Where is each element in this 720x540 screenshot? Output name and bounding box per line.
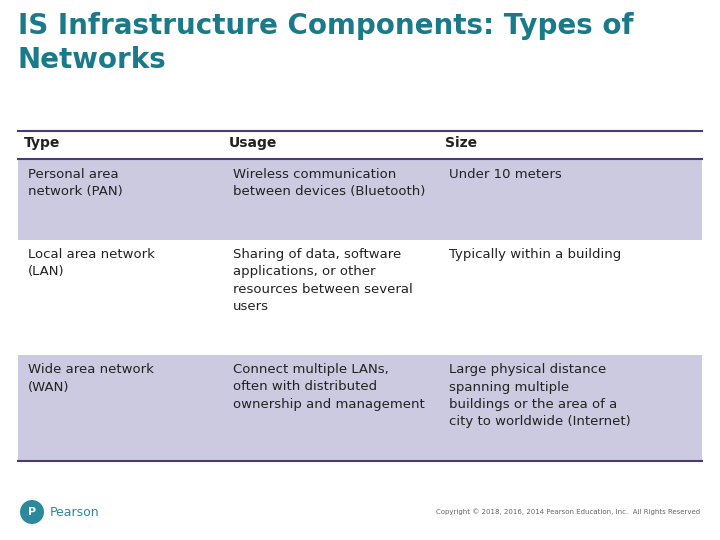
Bar [18,160,702,240]
Text: Large physical distance
spanning multiple
buildings or the area of a
city to wor: Large physical distance spanning multipl… [449,363,631,429]
Text: Type: Type [24,136,60,150]
Circle shape [20,500,44,524]
Text: Sharing of data, software
applications, or other
resources between several
users: Sharing of data, software applications, … [233,248,413,314]
Text: Under 10 meters: Under 10 meters [449,168,562,181]
Text: Connect multiple LANs,
often with distributed
ownership and management: Connect multiple LANs, often with distri… [233,363,425,411]
Text: Wide area network
(WAN): Wide area network (WAN) [27,363,153,394]
Text: Pearson: Pearson [50,505,99,518]
Bar [18,355,702,460]
Text: Local area network
(LAN): Local area network (LAN) [27,248,155,279]
Text: Size: Size [445,136,477,150]
Text: Wireless communication
between devices (Bluetooth): Wireless communication between devices (… [233,168,426,199]
Text: Copyright © 2018, 2016, 2014 Pearson Education, Inc.  All Rights Reserved: Copyright © 2018, 2016, 2014 Pearson Edu… [436,509,700,515]
Text: Personal area
network (PAN): Personal area network (PAN) [27,168,122,199]
Text: IS Infrastructure Components: Types of
Networks: IS Infrastructure Components: Types of N… [18,12,634,73]
Text: P: P [28,507,36,517]
Text: Usage: Usage [229,136,277,150]
Text: Typically within a building: Typically within a building [449,248,621,261]
